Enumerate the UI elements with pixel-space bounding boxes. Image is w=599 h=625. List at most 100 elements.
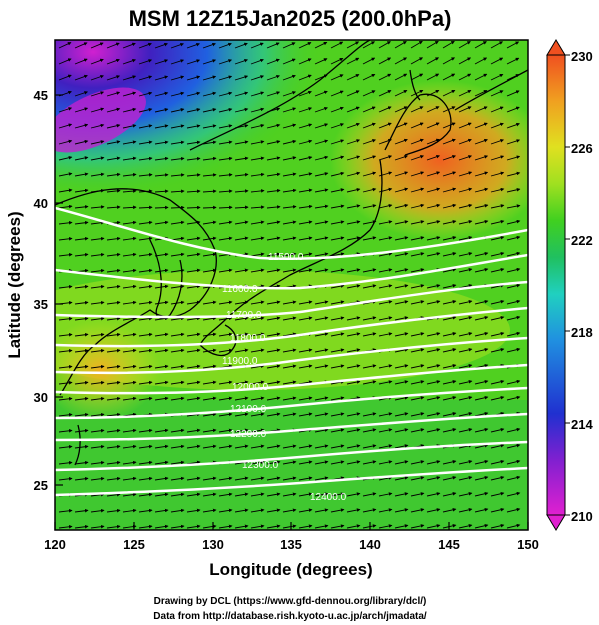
wind-arrow: [410, 396, 425, 401]
wind-arrow: [362, 268, 377, 273]
wind-arrow: [234, 508, 249, 513]
wind-arrow: [170, 108, 185, 113]
wind-arrow: [362, 73, 376, 81]
wind-arrow: [426, 300, 441, 305]
wind-arrow: [90, 524, 105, 529]
wind-arrow: [298, 444, 313, 449]
wind-arrow: [218, 428, 233, 433]
wind-arrow: [378, 41, 391, 49]
wind-arrow: [90, 188, 105, 193]
wind-arrow: [506, 379, 521, 385]
wind-arrow: [490, 491, 505, 497]
wind-arrow: [378, 492, 393, 497]
wind-arrow: [298, 42, 312, 49]
wind-arrow: [362, 41, 376, 49]
wind-arrow: [426, 492, 441, 497]
wind-arrow: [394, 252, 409, 257]
wind-arrow: [186, 476, 201, 481]
wind-arrow: [458, 171, 473, 177]
wind-arrow: [330, 268, 345, 273]
wind-arrow: [58, 204, 73, 209]
wind-arrow: [426, 236, 441, 241]
wind-arrow: [330, 155, 345, 161]
wind-arrow: [266, 476, 281, 481]
wind-arrow: [490, 379, 505, 385]
wind-arrow: [346, 284, 361, 289]
wind-arrow: [266, 348, 281, 353]
wind-arrow: [474, 379, 489, 385]
wind-arrow: [170, 364, 185, 369]
wind-arrow: [506, 122, 520, 129]
wind-arrow: [186, 220, 201, 225]
wind-arrow: [138, 508, 153, 513]
wind-arrow: [250, 220, 265, 225]
wind-arrow: [298, 508, 313, 513]
coastline-sakhalin: [409, 69, 421, 101]
wind-arrow: [154, 524, 169, 529]
wind-arrow: [282, 412, 297, 417]
wind-arrow: [138, 492, 153, 497]
wind-arrow: [314, 252, 329, 257]
wind-arrow: [490, 347, 505, 353]
wind-arrow: [314, 58, 328, 65]
wind-arrow: [282, 316, 297, 321]
wind-arrow: [378, 364, 393, 369]
wind-arrow: [298, 139, 313, 145]
wind-arrow: [506, 459, 521, 465]
wind-arrow: [74, 58, 88, 65]
wind-arrow: [90, 284, 105, 289]
credit-line-2: Data from http://database.rish.kyoto-u.a…: [153, 611, 427, 622]
wind-arrow: [314, 188, 329, 193]
wind-arrow: [234, 316, 249, 321]
wind-arrow: [378, 171, 393, 177]
wind-arrow: [154, 460, 169, 465]
wind-arrow: [218, 444, 233, 449]
wind-arrow: [218, 236, 233, 241]
wind-arrow: [106, 380, 121, 385]
wind-arrow: [362, 492, 377, 497]
wind-arrow: [298, 123, 313, 129]
wind-arrow: [202, 508, 217, 513]
wind-arrow: [58, 107, 73, 113]
wind-arrow: [250, 316, 265, 321]
wind-arrow: [442, 348, 457, 353]
wind-arrow: [90, 252, 105, 257]
wind-arrow: [282, 220, 297, 225]
wind-arrow: [378, 428, 393, 433]
wind-arrow: [170, 124, 185, 129]
wind-arrow: [410, 364, 425, 369]
wind-arrow: [154, 42, 168, 49]
wind-arrow: [74, 332, 89, 337]
wind-arrow: [234, 492, 249, 497]
contour-label-11700: 11700.0: [226, 310, 262, 321]
wind-arrow: [394, 171, 409, 177]
wind-arrow: [506, 90, 520, 97]
wind-arrow: [202, 476, 217, 481]
wind-arrow: [394, 476, 409, 481]
wind-arrow: [234, 268, 249, 273]
wind-arrow: [506, 188, 521, 193]
wind-arrow: [490, 139, 504, 145]
contour-label-12200: 12200.0: [230, 429, 267, 440]
wind-arrow: [346, 155, 361, 161]
wind-arrow: [58, 396, 73, 401]
wind-arrow: [490, 90, 504, 97]
wind-arrow: [330, 492, 345, 497]
wind-arrow: [170, 380, 185, 385]
wind-arrow: [58, 428, 73, 433]
wind-arrow: [346, 316, 361, 321]
wind-arrow: [490, 395, 505, 401]
wind-arrow: [154, 108, 169, 113]
wind-arrow: [362, 428, 377, 433]
wind-arrow: [394, 412, 409, 417]
wind-arrow: [58, 476, 73, 481]
wind-arrow: [154, 140, 169, 145]
wind-arrow: [154, 316, 169, 321]
wind-arrow: [58, 236, 73, 241]
wind-arrow: [490, 204, 505, 209]
wind-arrow: [154, 364, 169, 369]
wind-arrow: [202, 75, 217, 81]
coastline-kurils: [454, 69, 528, 111]
wind-arrow: [330, 74, 344, 81]
wind-arrow: [90, 156, 105, 161]
